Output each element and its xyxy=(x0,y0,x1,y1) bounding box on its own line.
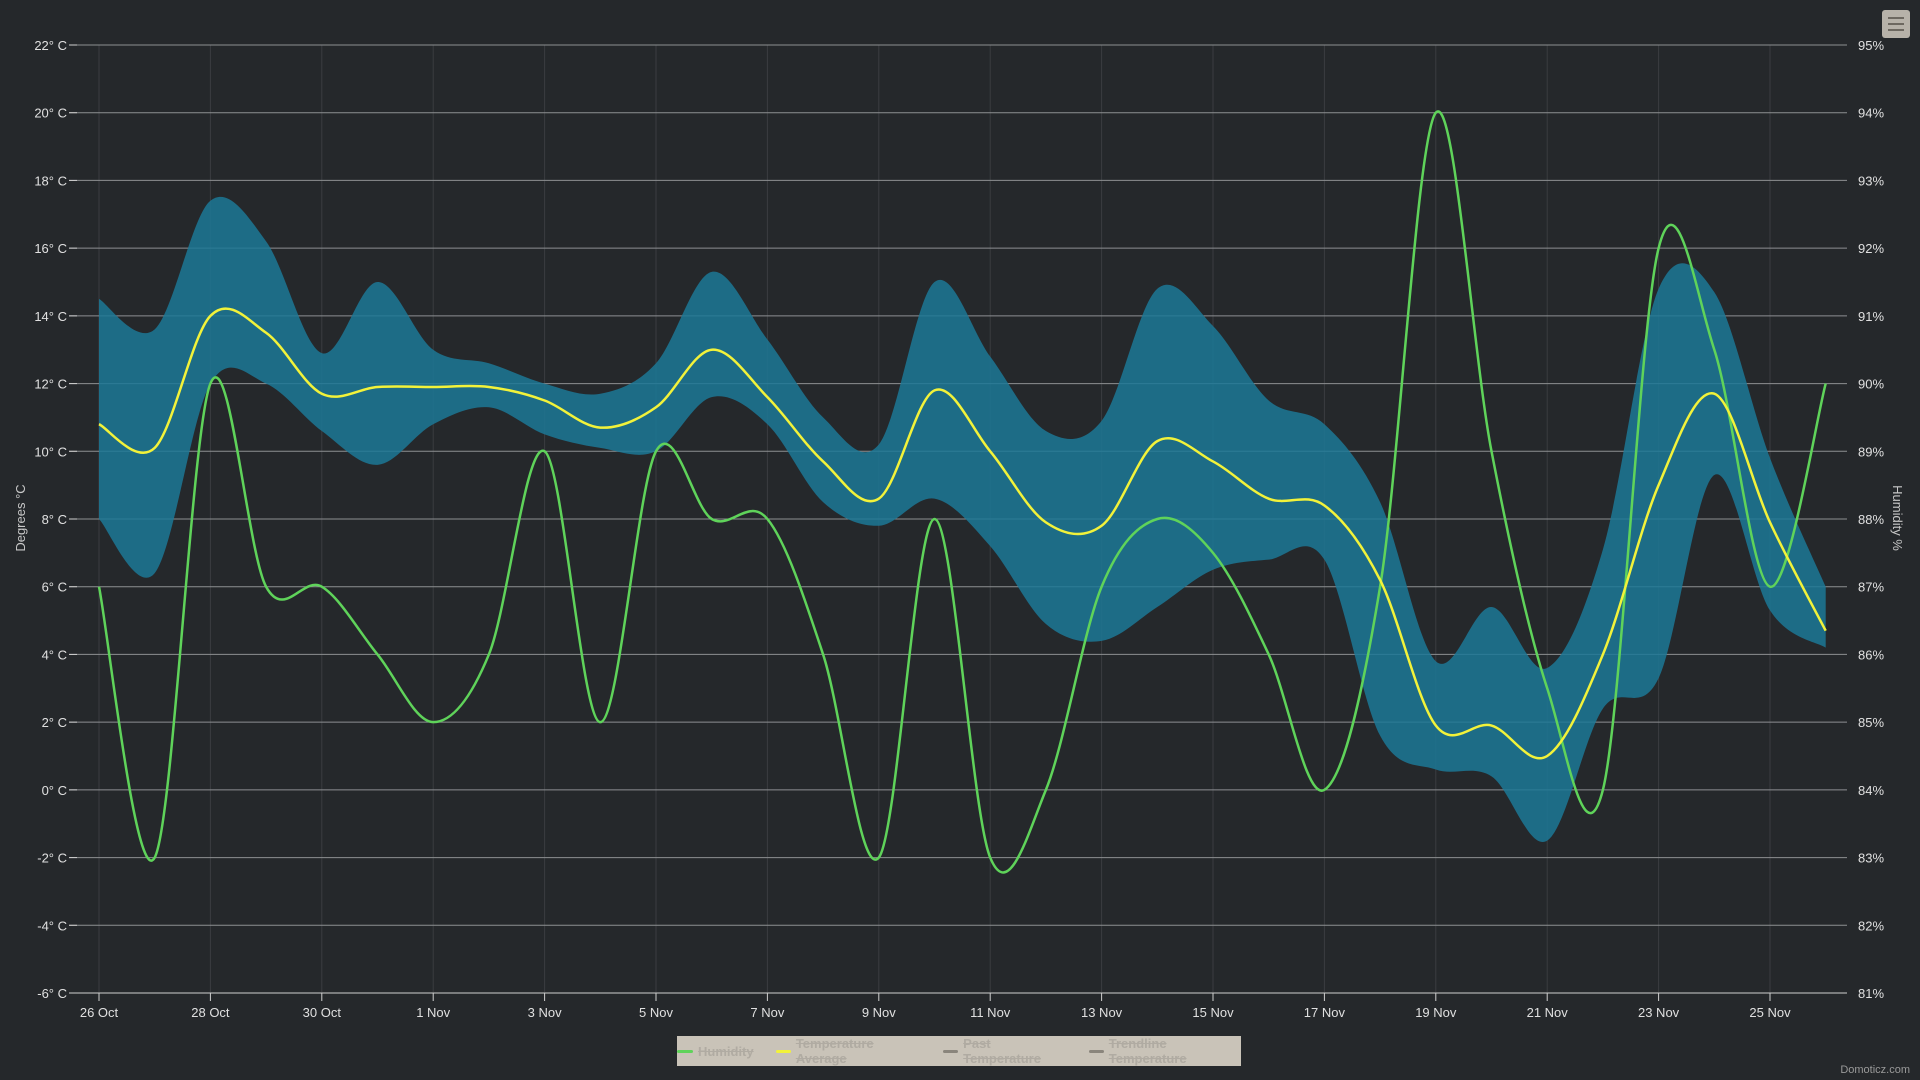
x-axis-tick-label: 15 Nov xyxy=(1192,1005,1234,1020)
x-axis-tick-label: 11 Nov xyxy=(970,1005,1011,1020)
x-axis-tick-label: 5 Nov xyxy=(639,1005,673,1020)
y-axis-right-tick-label: 94% xyxy=(1858,106,1884,121)
y-axis-right-tick-label: 89% xyxy=(1858,444,1884,459)
y-axis-left-tick-label: 14° C xyxy=(34,309,67,324)
chart-legend: Humidity Temperature Average Past Temperat… xyxy=(677,1036,1241,1066)
legend-label: Trendline Temperature xyxy=(1108,1036,1187,1066)
x-axis-tick-label: 19 Nov xyxy=(1415,1005,1457,1020)
legend-swatch-icon xyxy=(1088,1049,1104,1053)
x-axis-tick-label: 30 Oct xyxy=(303,1005,342,1020)
y-axis-left-tick-label: 10° C xyxy=(34,444,67,459)
y-axis-right-tick-label: 81% xyxy=(1858,986,1884,1001)
y-axis-left-tick-label: 20° C xyxy=(34,106,67,121)
y-axis-left-tick-label: 6° C xyxy=(42,580,67,595)
temperature-range-area xyxy=(99,196,1826,842)
y-axis-right-tick-label: 93% xyxy=(1858,173,1884,188)
humidity-series-line xyxy=(97,110,1827,874)
y-axis-left-tick-label: 2° C xyxy=(42,715,67,730)
y-axis-right-tick-label: 92% xyxy=(1858,241,1884,256)
y-axis-left-tick-label: -6° C xyxy=(37,986,67,1001)
horizontal-grid xyxy=(69,44,1847,994)
x-axis-tick-label: 25 Nov xyxy=(1749,1005,1791,1020)
legend-item[interactable]: Temperature Average xyxy=(775,1036,921,1066)
y-axis-left-title: Degrees °C xyxy=(13,484,28,551)
legend-label: Past Temperature xyxy=(963,1036,1041,1066)
legend-swatch-icon xyxy=(677,1049,693,1053)
y-axis-left-tick-label: -2° C xyxy=(37,851,67,866)
y-axis-right-tick-label: 83% xyxy=(1858,851,1884,866)
legend-label: Humidity xyxy=(698,1043,754,1059)
y-axis-left-tick-label: 22° C xyxy=(34,38,67,53)
menu-bar-icon xyxy=(1888,29,1904,31)
legend-item[interactable]: Past Temperature xyxy=(942,1036,1067,1066)
y-axis-right-tick-label: 95% xyxy=(1858,38,1884,53)
y-axis-left-tick-label: 0° C xyxy=(42,783,67,798)
x-axis-tick-label: 1 Nov xyxy=(416,1005,450,1020)
legend-item[interactable]: Trendline Temperature xyxy=(1088,1036,1241,1066)
y-axis-right-tick-label: 86% xyxy=(1858,647,1884,662)
x-axis-tick-label: 28 Oct xyxy=(191,1005,230,1020)
y-axis-left-tick-label: 8° C xyxy=(42,512,67,527)
y-axis-left-tick-label: 18° C xyxy=(34,173,67,188)
y-axis-right-tick-label: 84% xyxy=(1858,783,1884,798)
y-axis-right-title: Humidity % xyxy=(1890,485,1905,551)
y-axis-right-tick-label: 91% xyxy=(1858,309,1884,324)
hamburger-menu-icon[interactable] xyxy=(1882,10,1910,38)
x-axis-tick-label: 3 Nov xyxy=(528,1005,562,1020)
y-axis-right-tick-label: 90% xyxy=(1858,377,1884,392)
y-axis-right-tick-label: 85% xyxy=(1858,715,1884,730)
x-axis-tick-label: 26 Oct xyxy=(80,1005,119,1020)
y-axis-left-tick-label: 16° C xyxy=(34,241,67,256)
legend-item[interactable]: Humidity xyxy=(677,1044,754,1059)
x-axis-tick-label: 23 Nov xyxy=(1638,1005,1680,1020)
temperature-average-series-line xyxy=(98,307,1827,760)
legend-label: Temperature Average xyxy=(795,1036,874,1066)
menu-bar-icon xyxy=(1888,23,1904,25)
y-axis-right-tick-label: 88% xyxy=(1858,512,1884,527)
x-axis-tick-label: 17 Nov xyxy=(1304,1005,1346,1020)
x-axis-tick-label: 9 Nov xyxy=(862,1005,896,1020)
y-axis-left-tick-label: 12° C xyxy=(34,377,67,392)
legend-swatch-icon xyxy=(942,1049,959,1053)
credits-link[interactable]: Domoticz.com xyxy=(1840,1064,1910,1076)
menu-bar-icon xyxy=(1888,17,1904,19)
y-axis-right-tick-label: 87% xyxy=(1858,580,1884,595)
legend-swatch-icon xyxy=(775,1049,791,1053)
x-axis-tick-label: 13 Nov xyxy=(1081,1005,1123,1020)
y-axis-right-tick-label: 82% xyxy=(1858,918,1884,933)
x-axis-tick-label: 7 Nov xyxy=(750,1005,784,1020)
y-axis-left-tick-label: -4° C xyxy=(37,918,67,933)
x-axis-tick-label: 21 Nov xyxy=(1527,1005,1569,1020)
y-axis-left-tick-label: 4° C xyxy=(42,647,67,662)
